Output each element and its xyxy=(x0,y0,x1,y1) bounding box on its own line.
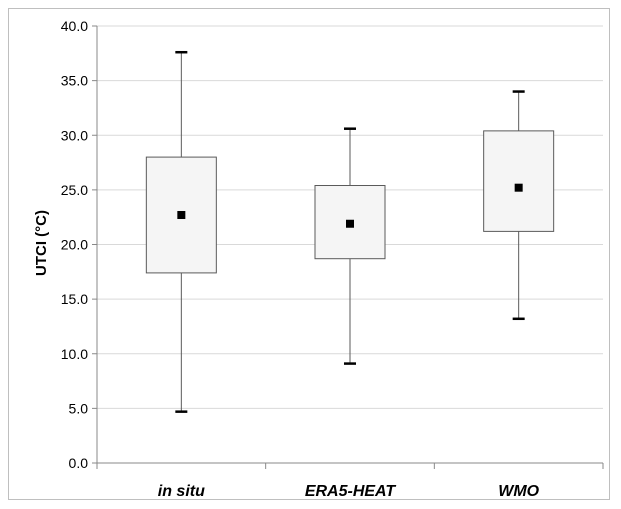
y-tick-label: 30.0 xyxy=(61,127,88,143)
y-tick-label: 15.0 xyxy=(61,291,88,307)
x-category-label: in situ xyxy=(158,483,205,500)
box-2 xyxy=(314,127,386,365)
mean-marker xyxy=(177,211,186,220)
x-category-label: ERA5-HEAT xyxy=(305,483,397,500)
y-tick-label: 10.0 xyxy=(61,346,88,362)
box-3 xyxy=(483,90,555,321)
boxes xyxy=(145,50,555,413)
x-category-label: WMO xyxy=(498,483,539,500)
axes xyxy=(92,25,604,469)
box-1 xyxy=(145,50,217,413)
y-tick-label: 35.0 xyxy=(61,73,88,89)
y-tick-label: 5.0 xyxy=(69,400,89,416)
x-category-labels: in situ ERA5-HEAT WMO xyxy=(158,483,540,500)
mean-marker xyxy=(346,219,354,228)
iqr-box xyxy=(483,130,555,232)
y-axis-label: UTCI (°C) xyxy=(33,210,50,276)
y-tick-labels: 0.0 5.0 10.0 15.0 20.0 25.0 30.0 35.0 40.0 xyxy=(61,18,88,471)
y-tick-label: 20.0 xyxy=(61,237,88,253)
y-tick-label: 40.0 xyxy=(61,18,88,34)
mean-marker xyxy=(514,183,523,192)
chart-frame xyxy=(8,8,610,500)
y-tick-label: 0.0 xyxy=(69,455,89,471)
y-tick-label: 25.0 xyxy=(61,182,88,198)
